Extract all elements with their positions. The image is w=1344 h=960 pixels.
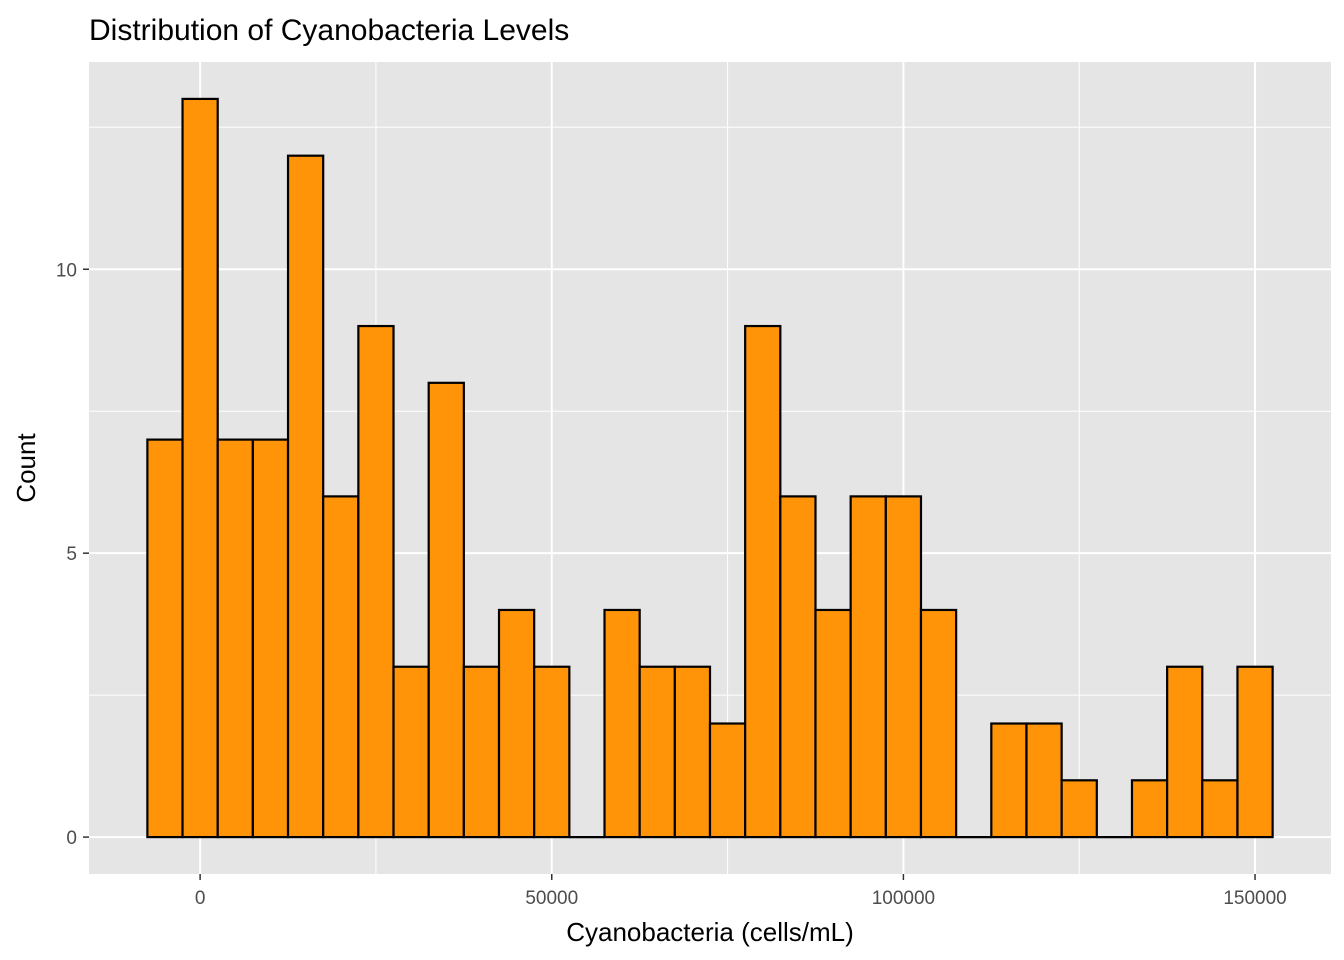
histogram-bar [181,97,219,839]
x-axis-title: Cyanobacteria (cells/mL) [566,917,854,947]
x-axis: 0 50000 100000 150000 [195,874,1287,909]
histogram-bar [392,665,430,839]
histogram-bar [216,438,254,839]
histogram-bar [603,608,641,839]
x-tick-label: 100000 [872,888,935,909]
histogram-bar [1060,779,1098,839]
histogram-bar [286,154,325,839]
histogram-bar [462,665,501,839]
x-tick-label: 150000 [1223,888,1286,909]
histogram-bar [533,665,571,839]
histogram-bar [322,495,360,839]
y-tick-label: 5 [66,544,77,565]
histogram-bar [1236,665,1274,839]
x-tick-label: 50000 [525,888,578,909]
histogram-bars [146,97,1274,839]
x-tick-label: 0 [195,888,206,909]
histogram-bar [779,495,817,839]
histogram-bar [1201,779,1239,839]
histogram-bar [1130,779,1169,839]
histogram-bar [919,608,958,839]
y-tick-label: 0 [66,828,77,849]
histogram-bar [814,608,852,839]
histogram-bar [638,665,676,839]
histogram-bar [744,324,782,839]
histogram-bar [1166,665,1204,839]
histogram-bar [990,722,1028,839]
histogram-bar [708,722,747,839]
y-tick-label: 10 [56,260,77,281]
histogram-bar [427,381,465,839]
y-axis: 0 5 10 [56,260,89,849]
histogram-bar [251,438,290,839]
histogram-bar [357,324,395,839]
histogram-bar [884,495,923,839]
chart-title: Distribution of Cyanobacteria Levels [89,14,569,47]
histogram-bar [497,608,536,839]
histogram-bar [673,665,712,839]
y-axis-title: Count [11,433,41,503]
histogram-bar [849,495,887,839]
histogram-bar [146,438,184,839]
histogram-bar [1025,722,1063,839]
